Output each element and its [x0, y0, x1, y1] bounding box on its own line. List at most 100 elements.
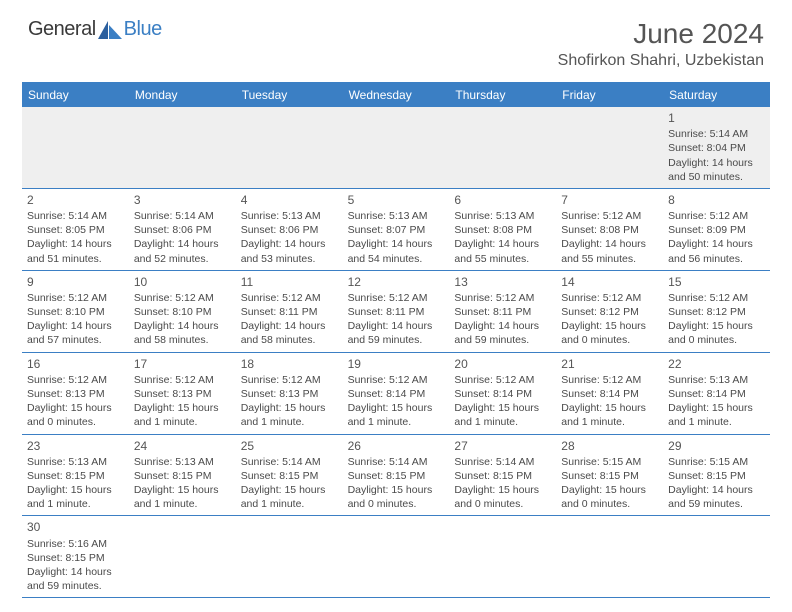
calendar-day: 6Sunrise: 5:13 AMSunset: 8:08 PMDaylight… — [449, 189, 556, 270]
calendar-week: 23Sunrise: 5:13 AMSunset: 8:15 PMDayligh… — [22, 435, 770, 517]
calendar-day: 7Sunrise: 5:12 AMSunset: 8:08 PMDaylight… — [556, 189, 663, 270]
sunset-line: Sunset: 8:09 PM — [668, 223, 765, 237]
sunset-line: Sunset: 8:06 PM — [241, 223, 338, 237]
day-number: 1 — [668, 110, 765, 126]
sail-icon — [98, 21, 122, 39]
calendar-day: 19Sunrise: 5:12 AMSunset: 8:14 PMDayligh… — [343, 353, 450, 434]
sunset-line: Sunset: 8:11 PM — [241, 305, 338, 319]
month-title: June 2024 — [558, 18, 764, 50]
sunset-line: Sunset: 8:12 PM — [561, 305, 658, 319]
sunset-line: Sunset: 8:14 PM — [668, 387, 765, 401]
sunrise-line: Sunrise: 5:12 AM — [241, 373, 338, 387]
calendar-day-empty — [449, 107, 556, 188]
daylight-line: Daylight: 14 hours and 59 minutes. — [348, 319, 445, 347]
sunrise-line: Sunrise: 5:13 AM — [27, 455, 124, 469]
sunrise-line: Sunrise: 5:12 AM — [134, 291, 231, 305]
sunset-line: Sunset: 8:11 PM — [348, 305, 445, 319]
sunrise-line: Sunrise: 5:15 AM — [561, 455, 658, 469]
calendar-day: 29Sunrise: 5:15 AMSunset: 8:15 PMDayligh… — [663, 435, 770, 516]
calendar-day-empty — [236, 107, 343, 188]
weekday-header: Wednesday — [343, 83, 450, 107]
calendar-day: 23Sunrise: 5:13 AMSunset: 8:15 PMDayligh… — [22, 435, 129, 516]
day-number: 14 — [561, 274, 658, 290]
sunset-line: Sunset: 8:15 PM — [27, 551, 124, 565]
weekday-row: SundayMondayTuesdayWednesdayThursdayFrid… — [22, 83, 770, 107]
calendar-day: 8Sunrise: 5:12 AMSunset: 8:09 PMDaylight… — [663, 189, 770, 270]
sunset-line: Sunset: 8:12 PM — [668, 305, 765, 319]
calendar: SundayMondayTuesdayWednesdayThursdayFrid… — [22, 82, 770, 598]
calendar-day: 4Sunrise: 5:13 AMSunset: 8:06 PMDaylight… — [236, 189, 343, 270]
weeks: 1 Sunrise: 5:14 AM Sunset: 8:04 PM Daylight… — [22, 107, 770, 598]
day-number: 13 — [454, 274, 551, 290]
day-number: 15 — [668, 274, 765, 290]
calendar-day: 17Sunrise: 5:12 AMSunset: 8:13 PMDayligh… — [129, 353, 236, 434]
calendar-day-empty — [129, 107, 236, 188]
sunset-line: Sunset: 8:10 PM — [27, 305, 124, 319]
calendar-day: 26Sunrise: 5:14 AMSunset: 8:15 PMDayligh… — [343, 435, 450, 516]
day-number: 21 — [561, 356, 658, 372]
calendar-day: 5Sunrise: 5:13 AMSunset: 8:07 PMDaylight… — [343, 189, 450, 270]
sunset-line: Sunset: 8:10 PM — [134, 305, 231, 319]
daylight-line: Daylight: 14 hours and 52 minutes. — [134, 237, 231, 265]
sunset-line: Sunset: 8:04 PM — [668, 141, 765, 155]
daylight-line: Daylight: 14 hours and 51 minutes. — [27, 237, 124, 265]
header-right: June 2024 Shofirkon Shahri, Uzbekistan — [558, 18, 764, 70]
sunset-line: Sunset: 8:05 PM — [27, 223, 124, 237]
sunset-line: Sunset: 8:15 PM — [134, 469, 231, 483]
weekday-header: Sunday — [22, 83, 129, 107]
calendar-day: 13Sunrise: 5:12 AMSunset: 8:11 PMDayligh… — [449, 271, 556, 352]
day-number: 25 — [241, 438, 338, 454]
sunset-line: Sunset: 8:14 PM — [348, 387, 445, 401]
sunrise-line: Sunrise: 5:15 AM — [668, 455, 765, 469]
daylight-line: Daylight: 15 hours and 0 minutes. — [561, 483, 658, 511]
daylight-line: Daylight: 14 hours and 56 minutes. — [668, 237, 765, 265]
sunset-line: Sunset: 8:15 PM — [454, 469, 551, 483]
calendar-day: 21Sunrise: 5:12 AMSunset: 8:14 PMDayligh… — [556, 353, 663, 434]
sunset-line: Sunset: 8:13 PM — [134, 387, 231, 401]
daylight-line: Daylight: 14 hours and 55 minutes. — [454, 237, 551, 265]
calendar-day-empty — [343, 516, 450, 597]
sunrise-line: Sunrise: 5:13 AM — [348, 209, 445, 223]
calendar-day: 27Sunrise: 5:14 AMSunset: 8:15 PMDayligh… — [449, 435, 556, 516]
daylight-line: Daylight: 14 hours and 59 minutes. — [668, 483, 765, 511]
weekday-header: Thursday — [449, 83, 556, 107]
weekday-header: Tuesday — [236, 83, 343, 107]
calendar-week: 2Sunrise: 5:14 AMSunset: 8:05 PMDaylight… — [22, 189, 770, 271]
sunrise-line: Sunrise: 5:13 AM — [454, 209, 551, 223]
daylight-line: Daylight: 15 hours and 1 minute. — [241, 401, 338, 429]
calendar-day: 28Sunrise: 5:15 AMSunset: 8:15 PMDayligh… — [556, 435, 663, 516]
daylight-line: Daylight: 14 hours and 53 minutes. — [241, 237, 338, 265]
calendar-day: 11Sunrise: 5:12 AMSunset: 8:11 PMDayligh… — [236, 271, 343, 352]
logo: General Blue — [28, 18, 162, 41]
day-number: 28 — [561, 438, 658, 454]
sunset-line: Sunset: 8:15 PM — [241, 469, 338, 483]
sunrise-line: Sunrise: 5:12 AM — [561, 373, 658, 387]
day-number: 11 — [241, 274, 338, 290]
calendar-day-empty — [556, 516, 663, 597]
sunset-line: Sunset: 8:08 PM — [561, 223, 658, 237]
sunset-line: Sunset: 8:11 PM — [454, 305, 551, 319]
calendar-day-empty — [22, 107, 129, 188]
daylight-line: Daylight: 15 hours and 0 minutes. — [668, 319, 765, 347]
daylight-line: Daylight: 15 hours and 0 minutes. — [561, 319, 658, 347]
day-number: 23 — [27, 438, 124, 454]
day-number: 22 — [668, 356, 765, 372]
logo-text-2: Blue — [124, 18, 162, 41]
calendar-day-empty — [343, 107, 450, 188]
location: Shofirkon Shahri, Uzbekistan — [558, 52, 764, 70]
day-number: 29 — [668, 438, 765, 454]
day-number: 18 — [241, 356, 338, 372]
daylight-line: Daylight: 15 hours and 0 minutes. — [27, 401, 124, 429]
sunrise-line: Sunrise: 5:14 AM — [348, 455, 445, 469]
sunset-line: Sunset: 8:15 PM — [668, 469, 765, 483]
day-number: 30 — [27, 519, 124, 535]
weekday-header: Friday — [556, 83, 663, 107]
sunset-line: Sunset: 8:14 PM — [454, 387, 551, 401]
sunrise-line: Sunrise: 5:14 AM — [454, 455, 551, 469]
sunset-line: Sunset: 8:06 PM — [134, 223, 231, 237]
sunset-line: Sunset: 8:14 PM — [561, 387, 658, 401]
daylight-line: Daylight: 15 hours and 1 minute. — [454, 401, 551, 429]
calendar-day: 12Sunrise: 5:12 AMSunset: 8:11 PMDayligh… — [343, 271, 450, 352]
day-number: 3 — [134, 192, 231, 208]
sunset-line: Sunset: 8:13 PM — [27, 387, 124, 401]
